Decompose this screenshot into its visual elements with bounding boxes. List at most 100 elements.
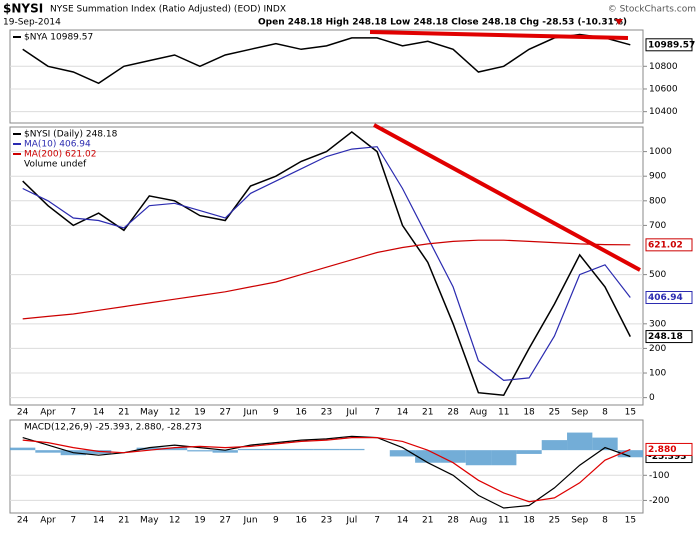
x-tick-label: 15 (625, 516, 636, 526)
y-tick-label: 900 (649, 172, 666, 182)
title: NYSE Summation Index (Ratio Adjusted) (E… (50, 5, 286, 15)
legend-text: MA(10) 406.94 (24, 140, 91, 150)
badge-box (645, 330, 693, 344)
histogram-bar (187, 450, 213, 452)
histogram-bar (237, 448, 264, 451)
quote: Open 248.18 High 248.18 Low 248.18 Close… (258, 18, 627, 28)
legend-text: $NYSI (Daily) 248.18 (24, 130, 118, 140)
histogram-bar (567, 432, 593, 451)
badge-label: 248.18 (648, 332, 683, 342)
trend-line (369, 30, 629, 40)
badge-label: 2.880 (648, 445, 676, 455)
badge-label: 406.94 (648, 293, 683, 303)
panel-frame (9, 126, 644, 406)
histogram-bar (592, 437, 618, 451)
x-tick-label: 27 (219, 408, 230, 418)
histogram-bar (10, 447, 36, 451)
histogram-bar (136, 447, 162, 451)
x-tick-label: 16 (295, 408, 307, 418)
badge-box (645, 442, 693, 456)
x-tick-label: 12 (169, 408, 180, 418)
date: 19-Sep-2014 (3, 18, 61, 28)
x-tick-label: 14 (397, 408, 409, 418)
x-tick-label: May (140, 516, 159, 526)
panel-frame (9, 29, 644, 124)
histogram-bar (389, 450, 416, 457)
legend-text: MA(200) 621.02 (24, 150, 96, 160)
down-arrow (615, 19, 623, 25)
x-tick-label: Apr (40, 516, 56, 526)
x-tick-label: Jun (243, 408, 258, 418)
x-tick-label: 8 (602, 408, 608, 418)
x-tick-label: 18 (523, 516, 535, 526)
y-tick-label: -200 (649, 496, 670, 506)
plot: 10400 10600 10800 $NYA 10989.57 10989.57 0 100… (9, 29, 695, 526)
series-line (22, 146, 631, 382)
x-tick-label: Aug (470, 516, 488, 526)
histogram-bar (440, 450, 466, 463)
histogram-bar (491, 450, 517, 466)
histogram-bar (263, 448, 289, 451)
histogram-bar (161, 447, 188, 451)
y-tick-label: 300 (649, 319, 666, 329)
x-tick-label: 11 (498, 516, 509, 526)
histogram-bar (288, 448, 314, 451)
histogram-bar (339, 448, 365, 451)
badge-label: -25.393 (648, 452, 686, 462)
x-tick-label: 7 (374, 516, 380, 526)
x-tick-label: 9 (273, 516, 279, 526)
y-tick-label: 10600 (649, 84, 678, 94)
x-tick-label: Sep (571, 408, 588, 418)
x-tick-label: Aug (470, 408, 488, 418)
histogram-bar (415, 450, 441, 463)
x-tick-label: 28 (447, 408, 459, 418)
x-tick-label: 24 (17, 408, 29, 418)
badge-label: 621.02 (648, 240, 683, 250)
x-tick-label: 9 (273, 408, 279, 418)
y-tick-label: -100 (649, 471, 670, 481)
histogram-bar (212, 450, 238, 453)
legend-text: Volume undef (24, 160, 87, 170)
histogram-bar (516, 450, 542, 454)
panel-frame (9, 419, 644, 514)
y-tick-label: 500 (649, 270, 666, 280)
y-tick-label: 0 (649, 393, 655, 403)
x-tick-label: 14 (93, 516, 105, 526)
series-line (22, 130, 631, 396)
x-tick-label: 23 (321, 516, 332, 526)
histogram-bar (85, 450, 112, 454)
x-tick-label: 21 (118, 408, 129, 418)
legend-text: MACD(12,26,9) -25.393, 2.880, -28.273 (24, 423, 202, 433)
x-tick-label: 7 (70, 408, 76, 418)
x-tick-label: 28 (447, 516, 459, 526)
x-tick-label: 11 (498, 408, 509, 418)
x-tick-label: 15 (625, 408, 636, 418)
legend-text: $NYA 10989.57 (24, 33, 93, 43)
x-tick-label: 8 (602, 516, 608, 526)
y-tick-label: 700 (649, 221, 666, 231)
histogram-bar (35, 450, 61, 453)
x-tick-label: 12 (169, 516, 180, 526)
y-tick-label: 100 (649, 369, 666, 379)
histogram-bar (541, 440, 568, 451)
x-tick-label: May (140, 408, 159, 418)
x-tick-label: Sep (571, 516, 588, 526)
x-tick-label: 27 (219, 516, 230, 526)
badge-box (645, 238, 693, 252)
x-tick-label: 14 (397, 516, 409, 526)
x-tick-label: 18 (523, 408, 535, 418)
x-tick-label: 25 (549, 408, 560, 418)
x-tick-label: 19 (194, 516, 206, 526)
credit: © StockCharts.com (608, 5, 696, 15)
x-tick-label: Jul (345, 516, 357, 526)
y-tick-label: 1000 (649, 147, 672, 157)
trend-line (373, 123, 641, 272)
x-tick-label: Jun (243, 516, 258, 526)
badge-label: 10989.57 (648, 40, 695, 50)
x-tick-label: Apr (40, 408, 56, 418)
histogram-bar (465, 450, 492, 466)
x-tick-label: 21 (422, 408, 433, 418)
x-tick-label: 14 (93, 408, 105, 418)
